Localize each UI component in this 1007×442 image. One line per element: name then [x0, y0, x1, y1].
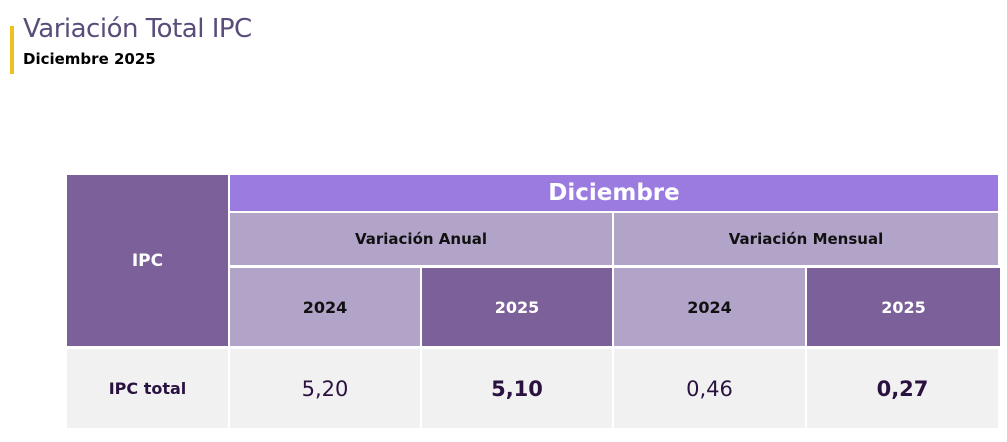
year-header-mensual-2025: 2025: [807, 268, 1000, 346]
month-header: Diciembre: [230, 175, 998, 211]
page-subtitle: Diciembre 2025: [23, 50, 156, 68]
accent-bar: [10, 26, 14, 74]
value-anual-2024: 5,20: [230, 349, 420, 428]
value-mensual-2025: 0,27: [807, 349, 998, 428]
year-header-anual-2025: 2025: [422, 268, 612, 346]
page-title: Variación Total IPC: [23, 14, 252, 44]
row-label: IPC total: [67, 349, 228, 428]
group-header-anual: Variación Anual: [230, 213, 612, 265]
year-header-anual-2024: 2024: [230, 268, 420, 346]
row-header-ipc: IPC: [67, 175, 228, 346]
group-header-mensual: Variación Mensual: [614, 213, 998, 265]
value-mensual-2024: 0,46: [614, 349, 805, 428]
value-anual-2025: 5,10: [422, 349, 612, 428]
year-header-mensual-2024: 2024: [614, 268, 805, 346]
